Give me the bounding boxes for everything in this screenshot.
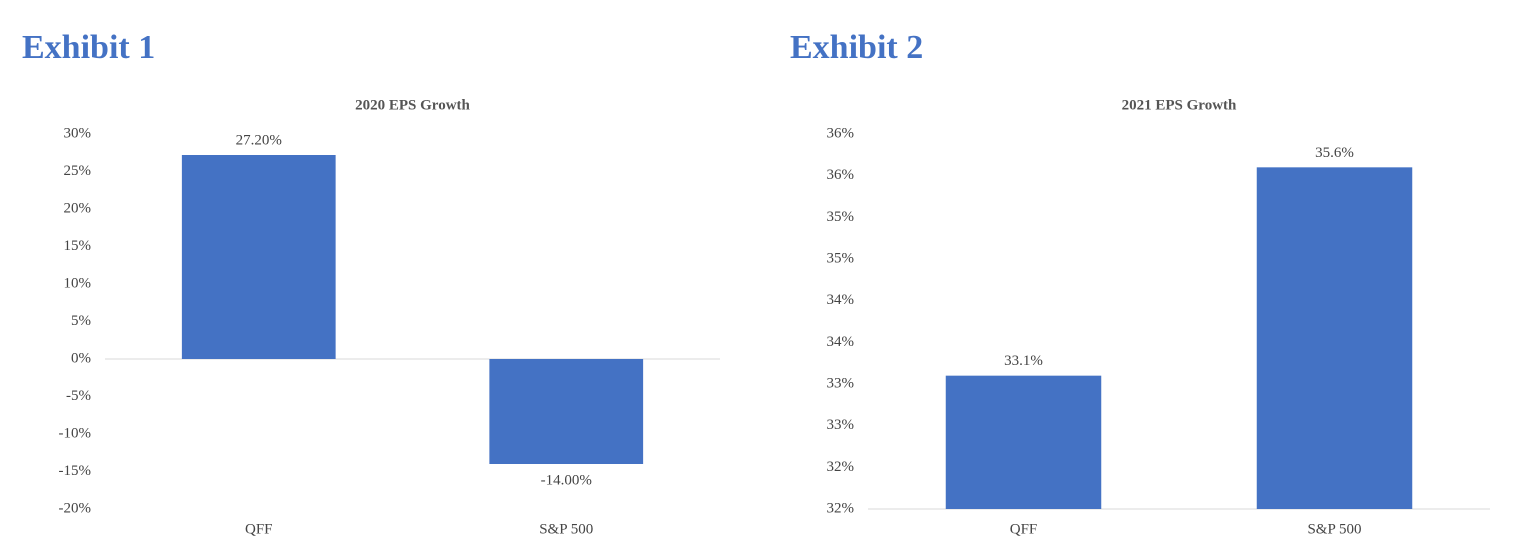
y-tick-label: 15% — [64, 238, 92, 254]
bar — [489, 359, 644, 464]
x-tick-label: QFF — [245, 521, 273, 537]
data-label: 27.20% — [236, 132, 282, 148]
y-tick-label: 20% — [64, 200, 92, 216]
y-tick-label: -15% — [59, 463, 92, 479]
data-label: -14.00% — [541, 472, 592, 488]
x-tick-label: S&P 500 — [1307, 521, 1361, 537]
y-tick-label: 34% — [827, 334, 855, 350]
bar — [945, 375, 1102, 509]
y-tick-label: -20% — [59, 500, 92, 516]
exhibit-heading: Exhibit 1 — [22, 29, 155, 66]
exhibit-heading: Exhibit 2 — [790, 29, 923, 66]
y-tick-label: 5% — [71, 313, 91, 329]
data-label: 33.1% — [1004, 353, 1043, 369]
y-tick-label: 36% — [827, 167, 855, 183]
y-tick-label: 32% — [827, 500, 855, 516]
x-tick-label: S&P 500 — [539, 521, 593, 537]
y-tick-label: 34% — [827, 292, 855, 308]
y-tick-label: 33% — [827, 375, 855, 391]
y-tick-label: 10% — [64, 275, 92, 291]
bar — [1256, 167, 1413, 510]
y-tick-label: 30% — [64, 125, 92, 141]
y-tick-label: -5% — [66, 388, 91, 404]
y-tick-label: 35% — [827, 209, 855, 225]
y-tick-label: 32% — [827, 459, 855, 475]
x-tick-label: QFF — [1010, 521, 1038, 537]
y-tick-label: 25% — [64, 163, 92, 179]
data-label: 35.6% — [1315, 145, 1354, 161]
chart-title: 2021 EPS Growth — [1122, 97, 1237, 113]
y-tick-label: -10% — [59, 425, 92, 441]
chart-title: 2020 EPS Growth — [355, 97, 470, 113]
y-tick-label: 33% — [827, 417, 855, 433]
y-tick-label: 36% — [827, 125, 855, 141]
y-tick-label: 35% — [827, 250, 855, 266]
y-tick-label: 0% — [71, 350, 91, 366]
bar — [181, 155, 336, 359]
